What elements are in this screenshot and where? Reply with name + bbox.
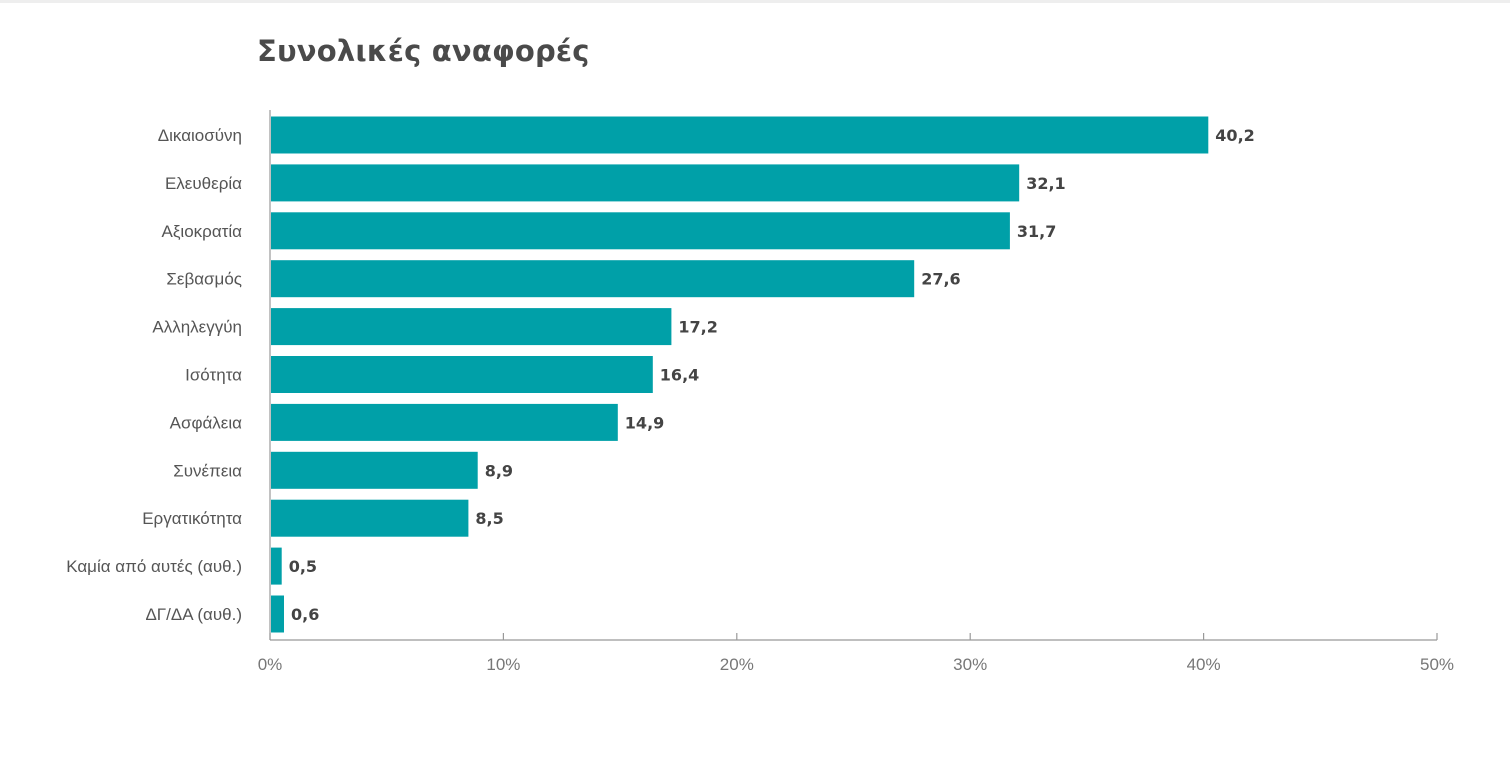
axes-group xyxy=(269,110,1437,641)
category-label: Συνέπεια xyxy=(173,461,242,480)
value-label: 32,1 xyxy=(1026,174,1065,193)
bars-group xyxy=(271,116,1209,633)
category-label: Εργατικότητα xyxy=(142,509,242,528)
bar xyxy=(271,260,915,298)
bar xyxy=(271,212,1010,250)
category-label: Ισότητα xyxy=(185,366,242,385)
value-label: 27,6 xyxy=(921,270,960,289)
category-label: ΔΓ/ΔΑ (αυθ.) xyxy=(145,605,242,624)
category-label: Αξιοκρατία xyxy=(161,222,242,241)
value-label: 16,4 xyxy=(660,366,699,385)
value-label: 8,5 xyxy=(475,509,503,528)
top-rule xyxy=(0,0,1510,3)
bar xyxy=(271,403,618,441)
bar xyxy=(271,116,1209,154)
bar xyxy=(271,308,672,346)
bar xyxy=(271,595,284,633)
bar xyxy=(271,547,282,585)
bar xyxy=(271,356,653,393)
category-label: Ελευθερία xyxy=(165,174,242,193)
x-tick-label: 50% xyxy=(1420,655,1454,674)
value-labels-group: 40,2 32,1 31,7 27,6 17,2 16,4 14,9 8,9 8,5 0,5 0,6 xyxy=(289,126,1255,624)
value-label: 40,2 xyxy=(1215,126,1254,145)
chart-title: Συνολικές αναφορές xyxy=(257,34,590,68)
x-tick-label: 20% xyxy=(720,655,754,674)
value-label: 17,2 xyxy=(678,318,717,337)
x-tick-label: 0% xyxy=(258,655,283,674)
x-tick-label: 30% xyxy=(953,655,987,674)
x-tick-label: 10% xyxy=(486,655,520,674)
value-label: 0,6 xyxy=(291,605,319,624)
value-label: 31,7 xyxy=(1017,222,1056,241)
category-label: Ασφάλεια xyxy=(170,413,243,432)
value-label: 0,5 xyxy=(289,557,317,576)
x-ticks-group: 0% 10% 20% 30% 40% 50% xyxy=(258,633,1454,674)
bar xyxy=(271,499,469,537)
category-label: Δικαιοσύνη xyxy=(158,126,242,145)
bar xyxy=(271,164,1020,202)
category-labels-group: Δικαιοσύνη Ελευθερία Αξιοκρατία Σεβασμός Αλλ… xyxy=(66,126,242,624)
value-label: 8,9 xyxy=(485,461,513,480)
category-label: Αλληλεγγύη xyxy=(152,318,242,337)
category-label: Σεβασμός xyxy=(166,270,242,289)
bar xyxy=(271,451,478,489)
category-label: Καμία από αυτές (αυθ.) xyxy=(66,557,242,576)
value-label: 14,9 xyxy=(625,413,664,432)
x-tick-label: 40% xyxy=(1187,655,1221,674)
